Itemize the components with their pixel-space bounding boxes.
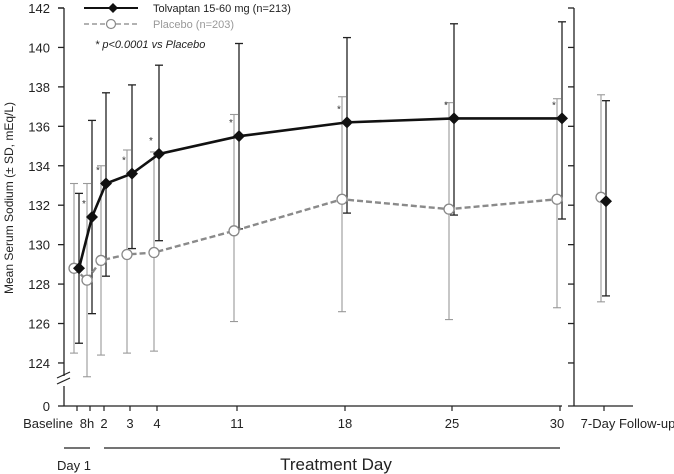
placebo-point: [95, 254, 107, 267]
y-tick-label: 136: [28, 119, 50, 134]
y-tick-label: 128: [28, 277, 50, 292]
x-tick-label: 30: [550, 416, 564, 431]
legend-tolvaptan-label: Tolvaptan 15-60 mg (n=213): [153, 3, 291, 15]
tolvaptan-point: [233, 130, 245, 143]
y-tick-label: 132: [28, 198, 50, 213]
x-tick-label: 2: [100, 416, 107, 431]
y-tick-label-zero: 0: [43, 399, 50, 414]
x-tick-label: 4: [153, 416, 160, 431]
legend-placebo-marker: [105, 18, 117, 30]
tolvaptan-point: [600, 195, 612, 208]
y-tick-label: 138: [28, 80, 50, 95]
placebo-point: [148, 246, 160, 259]
tolvaptan-point: [73, 262, 85, 275]
x-axis-label: Treatment Day: [280, 455, 392, 474]
y-tick-label: 140: [28, 40, 50, 55]
x-tick-label: 7-Day Follow-up: [581, 416, 674, 431]
legend-tolvaptan-marker: [108, 3, 118, 13]
significance-star: *: [444, 100, 448, 111]
tolvaptan-point: [153, 147, 165, 160]
significance-star: *: [552, 100, 556, 111]
tolvaptan-point: [86, 211, 98, 224]
y-tick-label: 142: [28, 1, 50, 16]
legend-placebo-label: Placebo (n=203): [153, 19, 234, 31]
significance-annotation: * p<0.0001 vs Placebo: [95, 39, 205, 51]
significance-star: *: [96, 166, 100, 177]
placebo-point: [336, 193, 348, 205]
tolvaptan-point: [341, 116, 353, 129]
x-tick-label: 8h: [80, 416, 94, 431]
y-tick-label: 126: [28, 317, 50, 332]
y-tick-label: 124: [28, 356, 50, 371]
x-tick-label: Baseline: [23, 416, 73, 431]
day1-label: Day 1: [57, 458, 91, 473]
tolvaptan-point: [556, 112, 568, 125]
significance-star: *: [149, 136, 153, 147]
legend: Tolvaptan 15-60 mg (n=213) Placebo (n=20…: [84, 3, 291, 31]
placebo-point: [81, 274, 93, 286]
y-tick-label: 130: [28, 238, 50, 253]
axis-break-mark-1: [56, 371, 71, 379]
y-tick-label: 134: [28, 159, 50, 174]
x-tick-label: 11: [230, 416, 244, 431]
placebo-point: [228, 225, 240, 237]
placebo-point: [443, 203, 455, 215]
x-tick-label: 25: [445, 416, 459, 431]
y-axis-label: Mean Serum Sodium (± SD, mEq/L): [2, 102, 16, 294]
tolvaptan-point: [448, 112, 460, 125]
tolvaptan-point: [126, 167, 138, 180]
significance-star: *: [229, 118, 233, 129]
placebo-series-line: [73, 198, 558, 282]
placebo-point: [551, 193, 563, 205]
axis-break-mark-2: [56, 377, 71, 385]
x-tick-label: 3: [126, 416, 133, 431]
tolvaptan-point: [100, 177, 112, 190]
x-tick-label: 18: [338, 416, 352, 431]
significance-star: *: [337, 104, 341, 115]
significance-star: *: [122, 156, 126, 167]
significance-star: *: [82, 199, 86, 210]
placebo-point: [121, 248, 133, 261]
